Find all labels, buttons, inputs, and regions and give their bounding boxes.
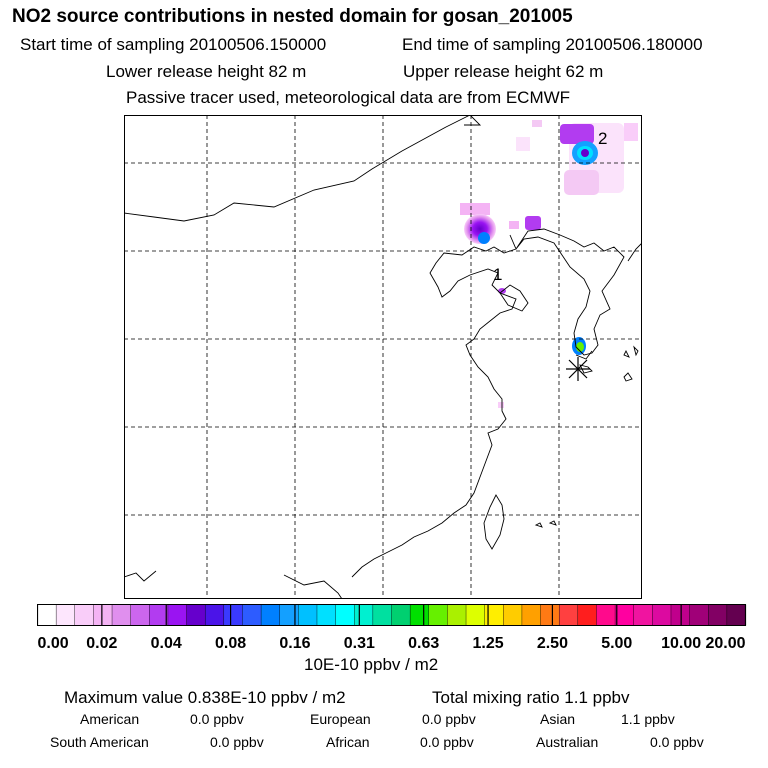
colorbar-swatch [558, 604, 579, 626]
region-name-european: European [310, 711, 371, 727]
colorbar-tick-label: 20.00 [705, 635, 745, 652]
colorbar-swatch [596, 604, 616, 626]
colorbar-swatch [335, 604, 355, 626]
colorbar-swatch [409, 604, 430, 626]
colorbar-tick-label: 0.02 [86, 635, 117, 652]
colorbar-swatch [689, 604, 709, 626]
colorbar-tick-label: 5.00 [601, 635, 632, 652]
colorbar-tick-label: 10.00 [661, 635, 701, 652]
plot-title: NO2 source contributions in nested domai… [12, 6, 573, 27]
colorbar-swatch [633, 604, 653, 626]
map-panel: 1 2 [124, 115, 642, 599]
maximum-value: Maximum value 0.838E-10 ppbv / m2 [64, 688, 346, 707]
colorbar: 0.00 0.02 0.04 0.08 0.16 0.31 0.63 1.25 2.50 5.00… [37, 604, 747, 652]
region-value-asian: 1.1 ppbv [621, 711, 675, 727]
colorbar-tick-label: 1.25 [472, 635, 503, 652]
region-name-australian: Australian [536, 734, 599, 750]
colorbar-swatch [614, 604, 635, 626]
colorbar-tick-label: 0.31 [344, 635, 375, 652]
colorbar-swatch [204, 604, 225, 626]
tracer-note: Passive tracer used, meteorological data… [126, 88, 571, 107]
colorbar-swatch [540, 604, 560, 626]
colorbar-tick-label: 0.63 [408, 635, 439, 652]
colorbar-swatch [428, 604, 448, 626]
colorbar-swatch [391, 604, 411, 626]
colorbar-swatch [93, 604, 113, 626]
colorbar-swatch [149, 604, 169, 626]
lower-release-label: Lower release height 82 m [106, 62, 307, 81]
colorbar-swatch [652, 604, 672, 626]
colorbar-swatch [37, 604, 57, 626]
end-time-label: End time of sampling 20100506.180000 [402, 35, 703, 54]
start-time-label: Start time of sampling 20100506.150000 [20, 35, 327, 54]
colorbar-swatch [354, 604, 374, 626]
colorbar-swatch [503, 604, 523, 626]
colorbar-swatch [279, 604, 299, 626]
colorbar-swatch [111, 604, 132, 626]
region-value-south-american: 0.0 ppbv [210, 734, 264, 750]
region-name-african: African [326, 734, 370, 750]
colorbar-swatch [708, 604, 728, 626]
colorbar-swatch [186, 604, 206, 626]
colorbar-units: 10E-10 ppbv / m2 [304, 655, 439, 674]
map-frame [124, 115, 642, 599]
colorbar-tick-label: 0.04 [151, 635, 182, 652]
colorbar-swatch [316, 604, 337, 626]
colorbar-swatch [223, 604, 243, 626]
colorbar-swatch [130, 604, 150, 626]
region-value-american: 0.0 ppbv [190, 711, 244, 727]
colorbar-swatch [726, 604, 746, 626]
region-name-american: American [80, 711, 140, 727]
colorbar-swatch [465, 604, 486, 626]
colorbar-swatch [372, 604, 392, 626]
concentration-field [460, 120, 638, 408]
region-name-south-american: South American [50, 734, 149, 750]
region-value-african: 0.0 ppbv [420, 734, 474, 750]
upper-release-label: Upper release height 62 m [403, 62, 604, 81]
region-value-australian: 0.0 ppbv [650, 734, 704, 750]
total-mixing-ratio: Total mixing ratio 1.1 ppbv [432, 688, 630, 707]
colorbar-swatch [242, 604, 262, 626]
source-marker-2: 2 [598, 129, 607, 148]
colorbar-swatch [577, 604, 597, 626]
colorbar-swatch [521, 604, 542, 626]
colorbar-swatch [167, 604, 188, 626]
graticule [124, 115, 642, 599]
colorbar-swatch [260, 604, 281, 626]
colorbar-tick-label: 0.08 [215, 635, 246, 652]
receptor-asterisk-icon [566, 357, 590, 381]
colorbar-swatch [55, 604, 76, 626]
colorbar-swatch [670, 604, 691, 626]
source-marker-1: 1 [493, 265, 502, 284]
colorbar-tick-label: 0.16 [279, 635, 310, 652]
colorbar-swatch [298, 604, 318, 626]
colorbar-tick-label: 0.00 [38, 635, 69, 652]
colorbar-swatch [74, 604, 94, 626]
colorbar-tick-label: 2.50 [537, 635, 568, 652]
colorbar-swatch [447, 604, 467, 626]
region-value-european: 0.0 ppbv [422, 711, 476, 727]
region-name-asian: Asian [540, 711, 576, 727]
